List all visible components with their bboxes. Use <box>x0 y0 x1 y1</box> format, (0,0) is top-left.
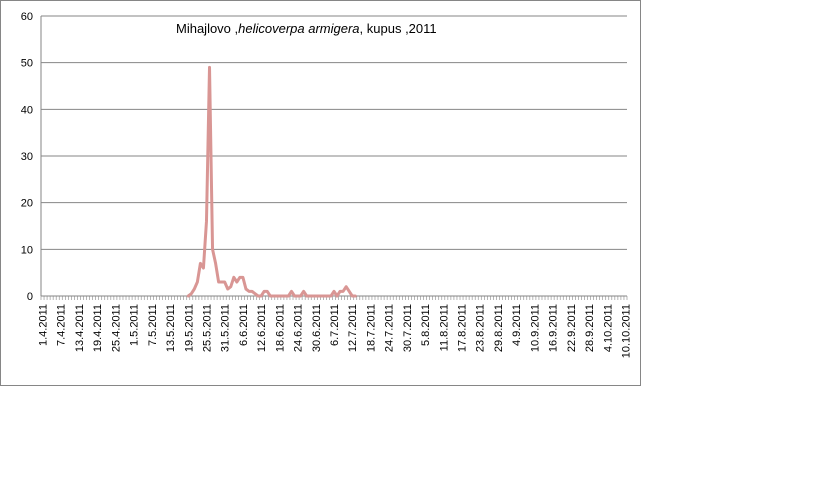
y-tick-label: 50 <box>21 58 33 70</box>
x-tick-label: 16.9.2011 <box>548 304 560 352</box>
x-tick-label: 17.8.2011 <box>457 304 469 352</box>
title-prefix: Mihajlovo , <box>176 21 238 36</box>
x-tick-label: 25.4.2011 <box>110 304 122 352</box>
x-tick-label: 10.10.2011 <box>620 304 632 358</box>
chart-title: Mihajlovo ,helicoverpa armigera, kupus ,… <box>176 21 437 36</box>
y-tick-label: 10 <box>21 244 33 256</box>
x-tick-label: 18.6.2011 <box>274 304 286 352</box>
title-suffix: , kupus ,2011 <box>360 21 437 36</box>
y-tick-label: 20 <box>21 198 33 210</box>
x-tick-label: 30.7.2011 <box>402 304 414 352</box>
x-tick-label: 6.6.2011 <box>238 304 250 346</box>
chart-area <box>0 0 641 386</box>
title-species: helicoverpa armigera <box>238 21 359 36</box>
y-tick-label: 30 <box>21 151 33 163</box>
x-tick-label: 28.9.2011 <box>584 304 596 352</box>
x-tick-label: 29.8.2011 <box>493 304 505 352</box>
x-tick-label: 13.5.2011 <box>165 304 177 352</box>
x-tick-label: 10.9.2011 <box>529 304 541 352</box>
x-tick-label: 30.6.2011 <box>311 304 323 352</box>
x-tick-label: 7.4.2011 <box>56 304 68 346</box>
x-tick-label: 7.5.2011 <box>147 304 159 346</box>
x-tick-label: 4.10.2011 <box>602 304 614 352</box>
x-tick-label: 11.8.2011 <box>438 304 450 351</box>
x-tick-label: 19.4.2011 <box>92 304 104 352</box>
x-tick-label: 22.9.2011 <box>566 304 578 352</box>
x-tick-label: 24.7.2011 <box>384 304 396 352</box>
x-tick-label: 19.5.2011 <box>183 304 195 352</box>
y-tick-label: 40 <box>21 104 33 116</box>
x-tick-label: 12.7.2011 <box>347 304 359 352</box>
series-line <box>186 65 357 298</box>
x-tick-label: 31.5.2011 <box>220 304 232 352</box>
x-tick-label: 1.5.2011 <box>129 304 141 346</box>
x-tick-label: 1.4.2011 <box>38 304 50 346</box>
x-tick-label: 23.8.2011 <box>475 304 487 352</box>
x-tick-label: 24.6.2011 <box>293 304 305 352</box>
x-tick-label: 5.8.2011 <box>420 304 432 346</box>
y-tick-label: 60 <box>21 11 33 23</box>
x-tick-label: 18.7.2011 <box>365 304 377 352</box>
y-tick-label: 0 <box>27 291 33 303</box>
x-tick-label: 13.4.2011 <box>74 304 86 352</box>
x-tick-label: 12.6.2011 <box>256 304 268 352</box>
x-tick-label: 6.7.2011 <box>329 304 341 346</box>
x-tick-label: 25.5.2011 <box>201 304 213 352</box>
x-tick-label: 4.9.2011 <box>511 304 523 346</box>
